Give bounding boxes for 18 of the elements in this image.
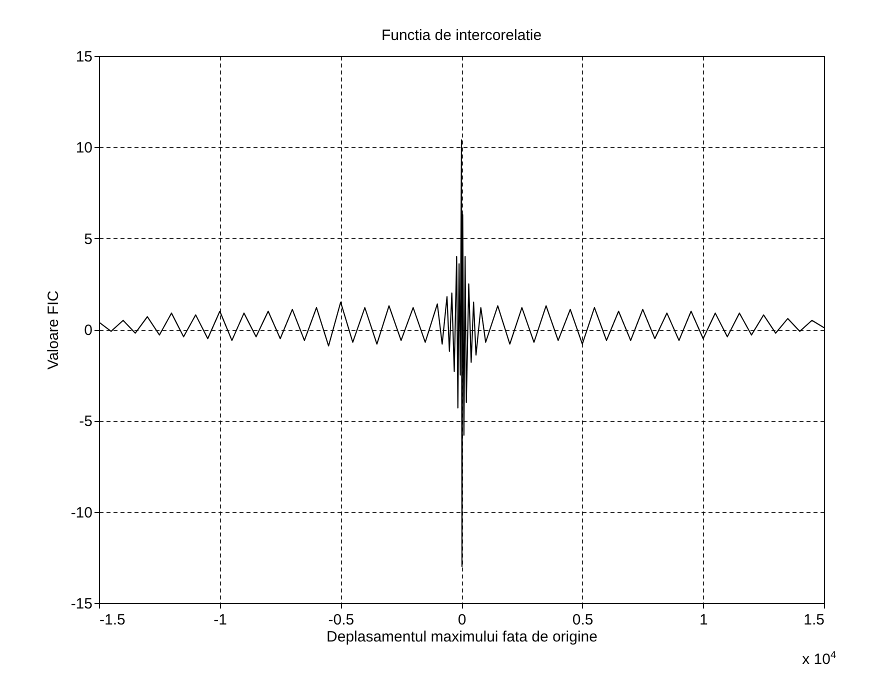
y-tick-label: 15 bbox=[76, 48, 92, 66]
y-tick-label: 5 bbox=[84, 230, 92, 248]
y-tick-label: -10 bbox=[70, 504, 92, 522]
y-tick-label: -5 bbox=[79, 413, 92, 430]
chart-title: Functia de intercorelatie bbox=[381, 27, 542, 44]
x-tick-label: 1.5 bbox=[804, 612, 824, 628]
x-tick-label: 0 bbox=[458, 612, 466, 628]
x-tick-label: -1.5 bbox=[100, 612, 126, 628]
y-tick-label: 10 bbox=[76, 140, 92, 157]
x-tick-label: 1 bbox=[699, 612, 708, 628]
x-axis-title: Deplasamentul maximului fata de origine bbox=[326, 628, 598, 646]
y-tick-label: -15 bbox=[70, 596, 92, 612]
y-axis-title: Valoare FIC bbox=[44, 290, 62, 370]
x-tick-label: -1 bbox=[214, 612, 228, 628]
x-tick-label: 0.5 bbox=[572, 612, 594, 628]
x-tick-label: -0.5 bbox=[328, 612, 354, 628]
y-tick-label: 0 bbox=[84, 322, 92, 339]
text: x 10$^{4}$ bbox=[802, 650, 836, 668]
